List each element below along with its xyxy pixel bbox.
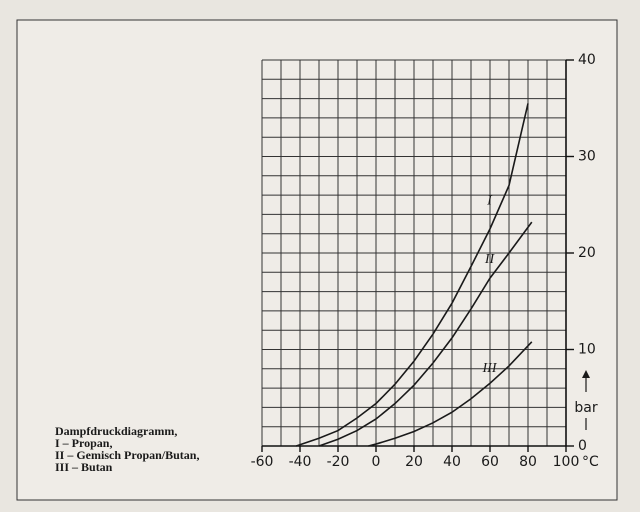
series-line bbox=[295, 103, 529, 447]
unit-arrow-head bbox=[582, 370, 590, 378]
x-tick-label: 40 bbox=[443, 454, 461, 470]
x-tick-label: 60 bbox=[481, 454, 499, 470]
x-tick-label: 100 bbox=[553, 454, 580, 470]
series-label: I bbox=[486, 193, 493, 208]
y-tick-label: 20 bbox=[578, 245, 596, 261]
x-tick-label: -20 bbox=[327, 454, 350, 470]
x-tick-label: -60 bbox=[251, 454, 274, 470]
x-tick-label: 0 bbox=[372, 454, 381, 470]
x-tick-label: 20 bbox=[405, 454, 423, 470]
caption-line: III – Butan bbox=[55, 460, 113, 474]
y-tick-label: 30 bbox=[578, 149, 596, 165]
series-label: III bbox=[482, 361, 498, 376]
y-tick-label: 0 bbox=[578, 438, 587, 454]
series-line bbox=[318, 221, 533, 447]
y-tick-label: 10 bbox=[578, 342, 596, 358]
x-tick-label: -40 bbox=[289, 454, 312, 470]
page-frame bbox=[16, 19, 618, 501]
y-unit: bar bbox=[574, 400, 597, 416]
caption-line: II – Gemisch Propan/Butan, bbox=[55, 448, 199, 462]
caption-line: Dampfdruckdiagramm, bbox=[55, 424, 177, 438]
series-label: II bbox=[484, 252, 496, 267]
series-line bbox=[368, 341, 533, 447]
caption-line: I – Propan, bbox=[55, 436, 112, 450]
y-tick-label: 40 bbox=[578, 52, 596, 68]
x-unit: °C bbox=[582, 454, 599, 470]
x-tick-label: 80 bbox=[519, 454, 537, 470]
